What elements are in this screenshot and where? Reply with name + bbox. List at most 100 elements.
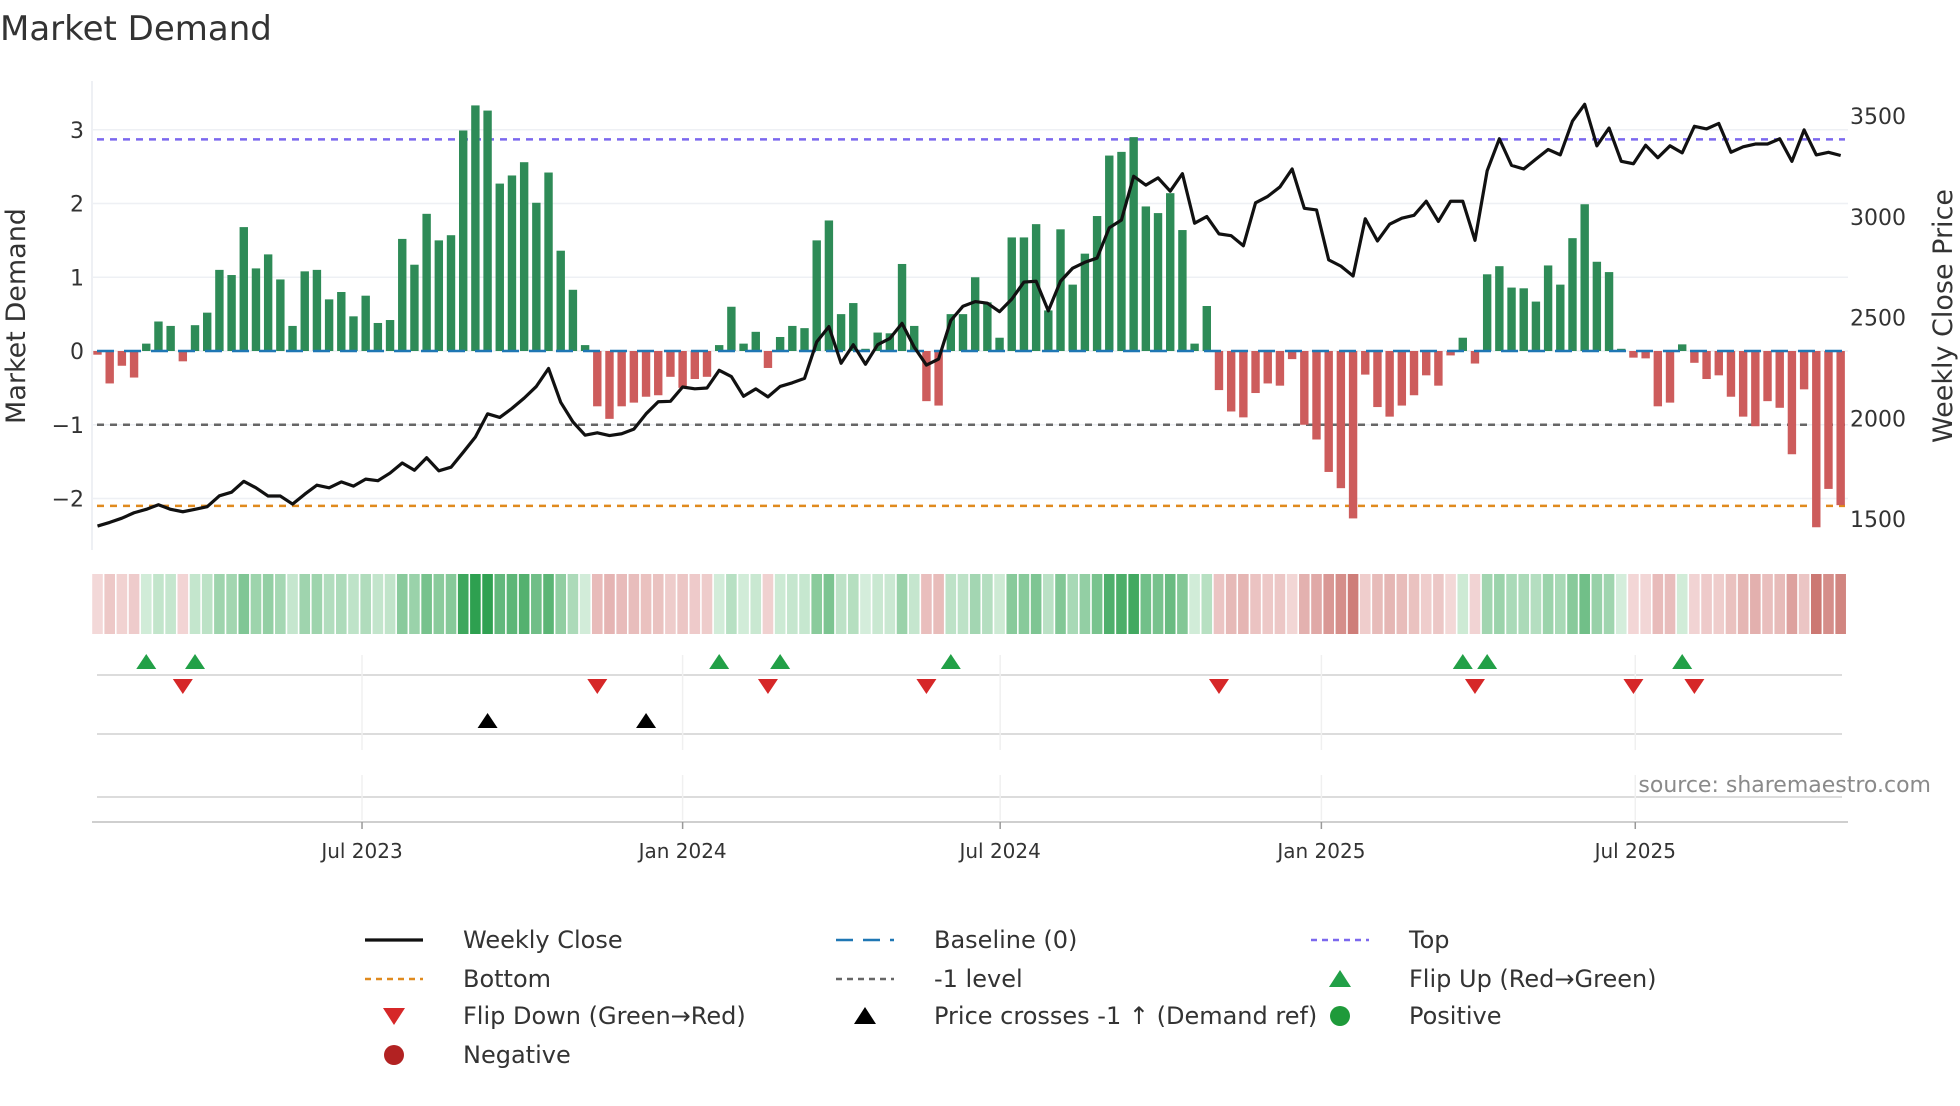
heatmap-cell bbox=[555, 574, 567, 634]
demand-bar bbox=[1836, 351, 1845, 506]
demand-bar bbox=[873, 332, 882, 351]
demand-bar bbox=[739, 343, 748, 351]
demand-bar bbox=[1117, 151, 1126, 351]
heatmap-cell bbox=[1701, 574, 1712, 634]
heatmap-cell bbox=[396, 574, 408, 634]
demand-bar bbox=[385, 320, 395, 351]
heatmap-cell bbox=[1823, 574, 1834, 634]
demand-bar bbox=[1446, 351, 1455, 356]
flip-up-marker bbox=[1672, 654, 1693, 669]
heatmap-cell bbox=[1750, 574, 1761, 634]
demand-bar bbox=[227, 275, 236, 351]
heatmap-cell bbox=[945, 574, 957, 634]
heatmap-cell bbox=[1152, 574, 1164, 634]
demand-bar bbox=[1763, 351, 1772, 402]
heatmap-cell bbox=[762, 574, 774, 634]
flip-down-marker bbox=[1208, 679, 1229, 694]
triangle-down-icon bbox=[383, 1008, 405, 1025]
heatmap-cell bbox=[896, 574, 908, 634]
chart-title: Market Demand bbox=[0, 9, 272, 49]
demand-bar bbox=[605, 351, 614, 419]
demand-bar bbox=[1824, 351, 1833, 489]
heatmap-cell bbox=[811, 574, 823, 634]
legend-item: Positive bbox=[1330, 1002, 1502, 1030]
legend-label: Negative bbox=[463, 1041, 571, 1069]
legend-label: Top bbox=[1408, 926, 1450, 954]
heatmap-cell bbox=[1201, 574, 1213, 634]
circle-icon bbox=[1330, 1006, 1350, 1026]
legend-item: Flip Down (Green→Red) bbox=[383, 1002, 746, 1030]
x-tick-label: Jul 2025 bbox=[1593, 839, 1676, 863]
demand-bar bbox=[446, 235, 456, 351]
flip-down-marker bbox=[1684, 679, 1705, 694]
heatmap-cell bbox=[1481, 574, 1493, 634]
y2-tick-label: 3000 bbox=[1850, 206, 1906, 231]
heatmap-cell bbox=[1408, 574, 1420, 634]
heatmap-cell bbox=[482, 574, 493, 634]
heatmap-cell bbox=[92, 574, 103, 634]
demand-bar bbox=[1031, 224, 1041, 351]
triangle-up-icon bbox=[1329, 970, 1351, 987]
heatmap-cell bbox=[1286, 574, 1298, 634]
heatmap-cell bbox=[652, 574, 664, 634]
demand-bar bbox=[1507, 287, 1516, 351]
demand-bar bbox=[1629, 351, 1638, 358]
heatmap-cell bbox=[1189, 574, 1200, 634]
demand-bar bbox=[471, 105, 480, 351]
demand-bar bbox=[276, 279, 285, 351]
demand-bar bbox=[897, 263, 907, 351]
y-axis-label: Market Demand bbox=[1, 208, 32, 424]
y-tick-label: 2 bbox=[70, 193, 84, 218]
demand-bar bbox=[1519, 288, 1528, 351]
y-tick-label: −2 bbox=[52, 488, 84, 513]
heatmap-cell bbox=[1067, 574, 1078, 634]
demand-bar bbox=[1263, 351, 1272, 384]
flip-up-marker bbox=[709, 654, 730, 669]
heatmap-cell bbox=[1469, 574, 1481, 634]
heatmap-cell bbox=[360, 574, 371, 634]
demand-bar bbox=[215, 269, 224, 351]
demand-bar bbox=[483, 110, 492, 351]
legend-label: Positive bbox=[1409, 1002, 1502, 1030]
heatmap-cell bbox=[1433, 574, 1444, 634]
heatmap-cell bbox=[884, 574, 896, 634]
demand-bar bbox=[288, 325, 297, 351]
demand-bar bbox=[1604, 272, 1614, 351]
y2-tick-label: 2500 bbox=[1850, 307, 1906, 332]
heatmap-cell bbox=[823, 574, 835, 634]
heatmap-cell bbox=[1628, 574, 1639, 634]
price-cross-marker bbox=[477, 713, 498, 728]
demand-bar bbox=[1495, 266, 1504, 351]
demand-bar bbox=[1568, 238, 1577, 351]
demand-bar bbox=[922, 351, 931, 402]
legend-item: Negative bbox=[384, 1041, 571, 1069]
heatmap-cell bbox=[1494, 574, 1505, 634]
heatmap-cell bbox=[1457, 574, 1469, 634]
demand-bar bbox=[934, 351, 943, 406]
demand-bar bbox=[1373, 351, 1382, 408]
demand-bar bbox=[1385, 351, 1394, 417]
heatmap-cell bbox=[275, 574, 286, 634]
heatmap-cell bbox=[1091, 574, 1103, 634]
heatmap-cell bbox=[177, 574, 189, 634]
y-tick-label: 3 bbox=[70, 119, 84, 144]
heatmap-cell bbox=[1079, 574, 1091, 634]
demand-bar bbox=[1422, 351, 1431, 376]
heatmap-cell bbox=[1055, 574, 1066, 634]
weekly-close-line bbox=[97, 102, 1842, 528]
heatmap-cell bbox=[957, 574, 969, 634]
demand-bar bbox=[1348, 351, 1358, 519]
demand-bar bbox=[251, 268, 261, 351]
demand-bar bbox=[300, 271, 309, 351]
heatmap-cell bbox=[445, 574, 457, 634]
heatmap-cell bbox=[1335, 574, 1347, 634]
heatmap-cell bbox=[226, 574, 237, 634]
y2-tick-label: 1500 bbox=[1850, 508, 1906, 533]
demand-bars bbox=[93, 105, 1845, 528]
heatmap-cell bbox=[847, 574, 859, 634]
heatmap-cell bbox=[311, 574, 323, 634]
demand-bar bbox=[1019, 237, 1029, 351]
demand-bar bbox=[751, 331, 760, 351]
heatmap-cell bbox=[1445, 574, 1456, 634]
demand-bar bbox=[190, 325, 200, 351]
